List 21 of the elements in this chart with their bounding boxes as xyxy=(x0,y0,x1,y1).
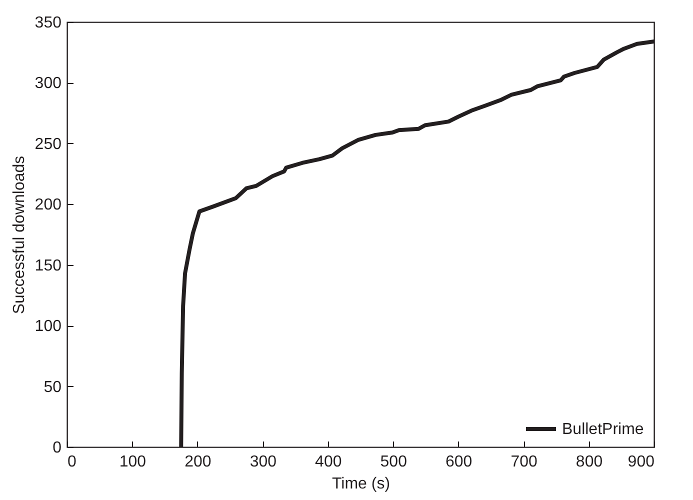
x-tick-label: 600 xyxy=(445,454,472,470)
x-tick-label: 200 xyxy=(184,454,212,470)
x-tick-label: 0 xyxy=(68,454,76,470)
y-tick-label: 150 xyxy=(34,257,62,274)
y-tick-label: 100 xyxy=(34,318,62,336)
y-tick-label: 350 xyxy=(34,14,62,32)
y-tick-label: 0 xyxy=(52,440,62,456)
x-tick-label: 700 xyxy=(510,454,538,470)
legend-label: BulletPrime xyxy=(562,421,644,438)
x-tick-label: 400 xyxy=(315,454,342,470)
x-tick-label: 100 xyxy=(119,454,146,470)
y-tick-label: 300 xyxy=(34,75,62,92)
x-axis-title: Time (s) xyxy=(332,476,390,492)
x-tick-label: 300 xyxy=(250,454,277,470)
y-tick-label: 250 xyxy=(34,136,62,153)
x-tick-label: 900 xyxy=(628,454,655,470)
x-tick-label: 800 xyxy=(576,454,603,470)
y-tick-label: 50 xyxy=(44,378,62,396)
y-tick-label: 200 xyxy=(34,196,62,214)
x-tick-label: 500 xyxy=(380,454,408,470)
y-axis-title: Successful downloads xyxy=(10,156,28,314)
